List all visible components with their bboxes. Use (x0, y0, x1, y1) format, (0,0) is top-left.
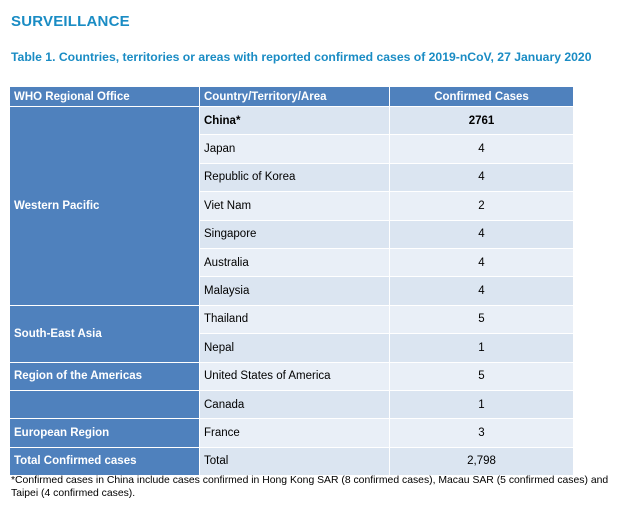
table-row: Region of the Americas United States of … (9, 361, 574, 391)
cases-cell: 5 (389, 304, 574, 335)
country-cell: France (199, 418, 390, 448)
section-heading: SURVEILLANCE (11, 13, 130, 30)
region-western-pacific: Western Pacific (9, 106, 200, 306)
country-cell: Thailand (199, 304, 390, 335)
country-cell: Total (199, 446, 390, 477)
country-cell: Nepal (199, 333, 390, 363)
cases-cell: 2 (389, 191, 574, 221)
region-americas: Region of the Americas (9, 361, 200, 391)
region-total: Total Confirmed cases (9, 446, 200, 477)
country-cell: China* (199, 105, 390, 136)
table-row: Viet Nam 2 (10, 191, 574, 221)
header-confirmed-cases: Confirmed Cases (389, 86, 574, 107)
country-cell: Japan (199, 134, 390, 164)
cases-cell: 5 (389, 361, 574, 391)
country-cell: Canada (199, 389, 390, 420)
cases-cell: 4 (389, 247, 574, 278)
table-row: Western Pacific China* 2761 (9, 105, 574, 306)
cases-cell: 4 (389, 219, 574, 249)
header-country: Country/Territory/Area (199, 86, 390, 107)
country-cell: Republic of Korea (199, 162, 390, 193)
table-row: South-East Asia Thailand 5 (9, 304, 574, 363)
region-european: European Region (9, 418, 200, 448)
confirmed-cases-table: WHO Regional Office Country/Territory/Ar… (9, 86, 574, 477)
table-row: Japan 4 (10, 134, 574, 164)
header-who-regional-office: WHO Regional Office (9, 86, 200, 107)
country-cell: Singapore (199, 219, 390, 249)
country-cell: Malaysia (199, 276, 390, 306)
country-cell: United States of America (199, 361, 390, 391)
cases-cell: 2,798 (389, 446, 574, 477)
cases-cell: 3 (389, 418, 574, 448)
table-row: Singapore 4 (10, 219, 574, 249)
cases-cell: 4 (389, 276, 574, 306)
country-cell: Australia (199, 247, 390, 278)
table-row: Canada 1 (9, 389, 574, 420)
cases-cell: 4 (389, 134, 574, 164)
country-cell: Viet Nam (199, 191, 390, 221)
table-footnote: *Confirmed cases in China include cases … (11, 475, 609, 499)
table-header-row: WHO Regional Office Country/Territory/Ar… (9, 86, 574, 107)
table-row: Nepal 1 (10, 333, 574, 363)
region-americas-continued (9, 389, 200, 420)
cases-cell: 1 (389, 333, 574, 363)
table-row: European Region France 3 (9, 418, 574, 448)
cases-cell: 2761 (389, 105, 574, 136)
table-caption: Table 1. Countries, territories or areas… (11, 50, 592, 64)
region-south-east-asia: South-East Asia (9, 304, 200, 363)
table-row: Australia 4 (10, 247, 574, 278)
table-row: Malaysia 4 (10, 276, 574, 306)
cases-cell: 4 (389, 162, 574, 193)
table-row-total: Total Confirmed cases Total 2,798 (9, 446, 574, 477)
table-row: Republic of Korea 4 (10, 162, 574, 193)
cases-cell: 1 (389, 389, 574, 420)
